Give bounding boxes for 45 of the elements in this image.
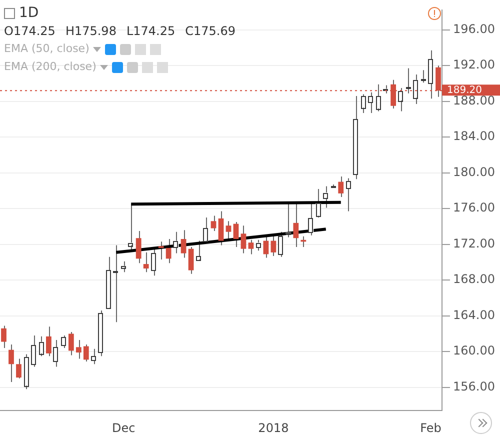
candlestick	[338, 176, 344, 198]
y-tick-label: 172.00	[453, 236, 496, 250]
candlestick	[233, 222, 239, 248]
candlestick	[218, 210, 224, 246]
chart-title: 1D	[19, 4, 39, 22]
candlestick	[308, 202, 314, 236]
candlestick	[210, 215, 216, 232]
annotation: EMA (50, close)	[4, 41, 90, 57]
y-tick-label: 168.00	[453, 272, 496, 286]
y-tick-label: 192.00	[453, 58, 496, 72]
candlestick	[180, 230, 186, 258]
y-tick-label: 156.00	[453, 379, 496, 394]
candlestick	[226, 220, 232, 240]
annotation: H175.98	[65, 23, 116, 40]
annotation: EMA (200, close)	[4, 59, 96, 75]
candlestick	[293, 202, 299, 248]
y-tick-label: 184.00	[453, 129, 496, 144]
candlestick	[90, 348, 96, 365]
candlestick	[1, 325, 6, 349]
candlestick	[16, 358, 22, 379]
candlestick	[248, 239, 254, 255]
candlestick	[158, 241, 164, 260]
candlestick	[240, 225, 246, 254]
annotation: C175.69	[185, 23, 236, 40]
x-tick-label: Feb	[420, 420, 442, 435]
candlestick	[166, 238, 172, 264]
candlestick	[263, 234, 269, 258]
y-tick-label: 196.00	[453, 22, 496, 36]
candlestick	[83, 344, 89, 362]
x-tick-label: Dec	[112, 420, 136, 435]
candlestick	[46, 326, 52, 357]
y-tick-label: 176.00	[453, 200, 496, 215]
annotation: L174.25	[126, 23, 176, 40]
x-tick-label: 2018	[258, 420, 289, 435]
candlestick	[8, 344, 14, 382]
candlestick	[188, 246, 194, 274]
y-tick-label: 180.00	[453, 164, 496, 179]
y-tick-label: 160.00	[453, 344, 496, 358]
candlestick	[76, 339, 82, 360]
candlestick	[136, 230, 142, 264]
candlestick	[68, 331, 74, 356]
y-tick-label: 164.00	[453, 308, 496, 322]
annotation: O174.25	[4, 23, 56, 40]
candlestick	[270, 234, 276, 256]
candlestick	[143, 252, 149, 273]
